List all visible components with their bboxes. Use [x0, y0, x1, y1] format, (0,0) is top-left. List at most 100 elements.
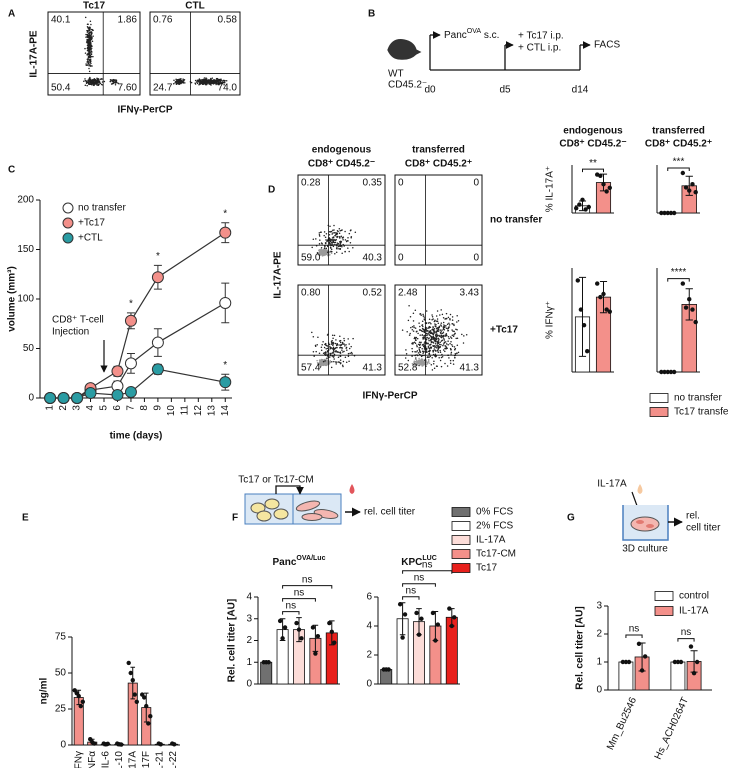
data-point [659, 369, 664, 375]
event-dot [440, 324, 442, 326]
event-dot [325, 239, 327, 241]
event-dot [88, 55, 90, 57]
panel-label: G [567, 513, 575, 524]
data-point [111, 389, 124, 402]
event-dot [447, 340, 449, 342]
event-dot [90, 35, 92, 37]
event-dot [434, 353, 437, 355]
event-dot [342, 236, 345, 238]
data-point [329, 629, 334, 634]
event-dot [422, 338, 425, 340]
event-dot [320, 231, 322, 233]
legend-swatch [654, 606, 674, 616]
data-point [678, 659, 684, 665]
data-point [693, 319, 698, 325]
event-dot [414, 342, 417, 345]
event-dot [320, 247, 323, 249]
event-dot [90, 23, 92, 26]
event-dot [417, 332, 419, 335]
event-dot [445, 332, 448, 335]
y-tick-label: 0 [246, 679, 252, 690]
event-dot [196, 81, 198, 83]
event-dot [416, 362, 419, 364]
event-dot [352, 337, 354, 340]
event-dot [444, 326, 446, 329]
event-dot [329, 345, 331, 348]
event-dot [325, 233, 328, 235]
event-dot [433, 332, 436, 334]
event-dot [211, 77, 214, 79]
event-dot [454, 357, 456, 359]
event-dot [434, 325, 436, 327]
event-dot [89, 82, 91, 84]
event-dot [176, 79, 178, 82]
event-dot [333, 229, 335, 231]
event-dot [456, 315, 458, 317]
event-dot [331, 360, 333, 363]
event-dot [324, 254, 326, 256]
event-dot [422, 352, 424, 354]
data-point [111, 365, 124, 378]
data-point [71, 392, 84, 404]
event-dot [338, 232, 341, 234]
legend-label: IL-17A [679, 606, 709, 617]
event-dot [321, 242, 323, 245]
event-dot [87, 33, 89, 35]
event-dot [333, 360, 335, 363]
event-dot [331, 239, 334, 241]
event-dot [414, 327, 417, 329]
event-dot [328, 230, 331, 233]
event-dot [442, 327, 445, 329]
event-dot [339, 359, 342, 361]
significance-label: ** [589, 158, 597, 169]
event-dot [423, 351, 425, 353]
event-dot [324, 352, 327, 355]
quadrant-value: 0.35 [363, 178, 383, 189]
event-dot [219, 81, 222, 83]
data-point [219, 226, 232, 239]
quadrant-value: 2.48 [398, 288, 418, 299]
data-point [435, 622, 441, 627]
event-dot [450, 341, 452, 343]
event-dot [440, 336, 442, 338]
event-dot [441, 355, 444, 358]
y-tick-label: 75 [55, 632, 67, 643]
x-tick-label: IL-22 [168, 751, 179, 768]
data-point [219, 376, 232, 389]
event-dot [456, 352, 458, 355]
event-dot [88, 80, 91, 82]
bar [618, 661, 634, 691]
event-dot [425, 339, 428, 341]
event-dot [436, 333, 438, 335]
event-dot [347, 355, 350, 358]
event-dot [442, 321, 445, 324]
data-point [146, 721, 151, 726]
event-dot [88, 78, 91, 80]
event-dot [319, 239, 321, 241]
y-tick-label: 1 [596, 657, 602, 668]
event-dot [204, 80, 207, 82]
event-dot [414, 309, 417, 311]
event-dot [417, 363, 419, 366]
event-dot [329, 347, 332, 350]
y-tick-label: 3 [596, 601, 602, 612]
event-dot [87, 59, 89, 62]
event-dot [435, 347, 438, 349]
legend-swatch [654, 591, 674, 601]
event-dot [182, 78, 184, 80]
y-axis-title: volume (mm³) [7, 266, 18, 332]
x-tick-label: 9 [153, 405, 164, 411]
legend-swatch [451, 521, 471, 531]
data-point [639, 668, 645, 673]
event-dot [329, 238, 331, 240]
event-dot [319, 249, 321, 252]
x-tick-label: IL-10 [114, 751, 125, 768]
event-dot [415, 360, 418, 363]
event-dot [425, 343, 428, 345]
event-dot [89, 31, 92, 34]
event-dot [338, 247, 340, 250]
event-dot [329, 352, 331, 355]
data-point [280, 636, 285, 641]
y-tick-label: 2 [366, 650, 372, 661]
event-dot [418, 348, 421, 351]
